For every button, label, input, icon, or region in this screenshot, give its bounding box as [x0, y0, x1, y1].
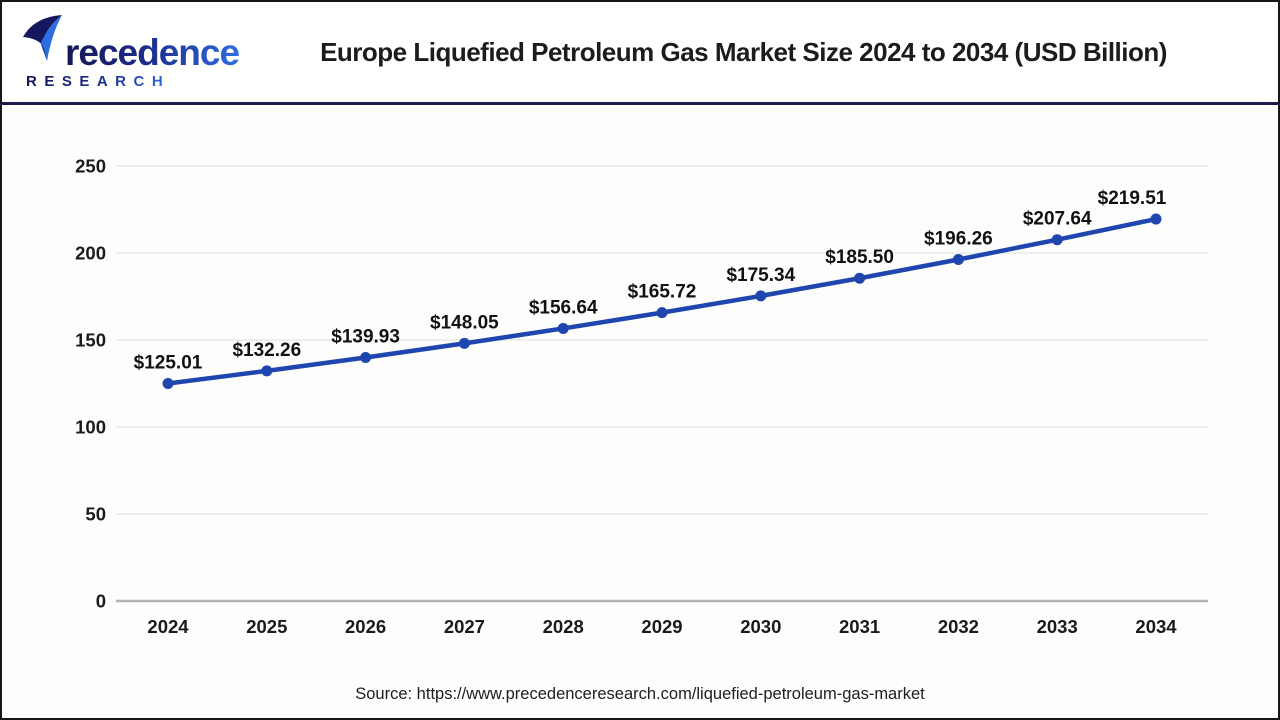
- data-point-label: $207.64: [1023, 209, 1092, 230]
- y-tick-label: 100: [75, 417, 106, 438]
- x-tick-label: 2033: [1037, 616, 1078, 637]
- x-tick-label: 2027: [444, 616, 485, 637]
- data-point-marker: [755, 290, 767, 302]
- data-point-label: $132.26: [232, 340, 301, 361]
- market-size-line-chart: 0 50 100 150 200 250 2024 2025 2026 2027 2028 2029 2…: [75, 156, 1208, 637]
- y-tick-label: 0: [96, 591, 106, 612]
- data-point-label: $139.93: [331, 327, 400, 348]
- sail-p-logo-icon: [22, 14, 64, 68]
- data-point-marker: [1051, 234, 1063, 246]
- data-point-label: $219.51: [1098, 188, 1167, 209]
- data-point-label: $125.01: [134, 352, 203, 373]
- chart-header: recedence RESEARCH Europe Liquefied Petr…: [2, 2, 1278, 105]
- source-attribution: Source: https://www.precedenceresearch.c…: [355, 685, 925, 703]
- data-point-label: $196.26: [924, 229, 993, 250]
- x-tick-label: 2030: [740, 616, 781, 637]
- data-point-marker: [656, 307, 668, 319]
- data-point-label: $175.34: [726, 265, 795, 286]
- x-tick-label: 2029: [641, 616, 682, 637]
- x-tick-label: 2032: [938, 616, 979, 637]
- page-title: Europe Liquefied Petroleum Gas Market Si…: [320, 36, 1167, 67]
- precedence-research-logo: recedence RESEARCH: [22, 14, 240, 90]
- x-tick-label: 2028: [543, 616, 584, 637]
- data-point-marker: [261, 365, 273, 377]
- data-point-label: $185.50: [825, 247, 894, 268]
- data-point-label: $156.64: [529, 297, 598, 318]
- data-point-marker: [360, 352, 372, 364]
- x-tick-label: 2031: [839, 616, 880, 637]
- x-tick-label: 2025: [246, 616, 287, 637]
- y-tick-label: 50: [85, 504, 106, 525]
- data-point-label: $148.05: [430, 312, 499, 333]
- x-tick-label: 2026: [345, 616, 386, 637]
- data-point-marker: [557, 322, 569, 334]
- data-point-marker: [952, 254, 964, 266]
- y-tick-label: 150: [75, 330, 106, 351]
- x-tick-label: 2024: [147, 616, 189, 637]
- data-point-marker: [162, 377, 174, 389]
- logo-wordmark-row: recedence: [22, 14, 240, 74]
- data-point-marker: [458, 337, 470, 349]
- chart-area: 0 50 100 150 200 250 2024 2025 2026 2027 2028 2029 2…: [2, 105, 1278, 718]
- logo-research-label: RESEARCH: [26, 72, 171, 90]
- data-point-label: $165.72: [628, 282, 697, 303]
- data-point-marker: [1150, 213, 1162, 225]
- y-tick-label: 250: [75, 156, 106, 177]
- logo-wordmark: recedence: [65, 32, 240, 74]
- y-tick-label: 200: [75, 243, 106, 264]
- x-tick-label: 2034: [1135, 616, 1177, 637]
- data-point-marker: [854, 272, 866, 284]
